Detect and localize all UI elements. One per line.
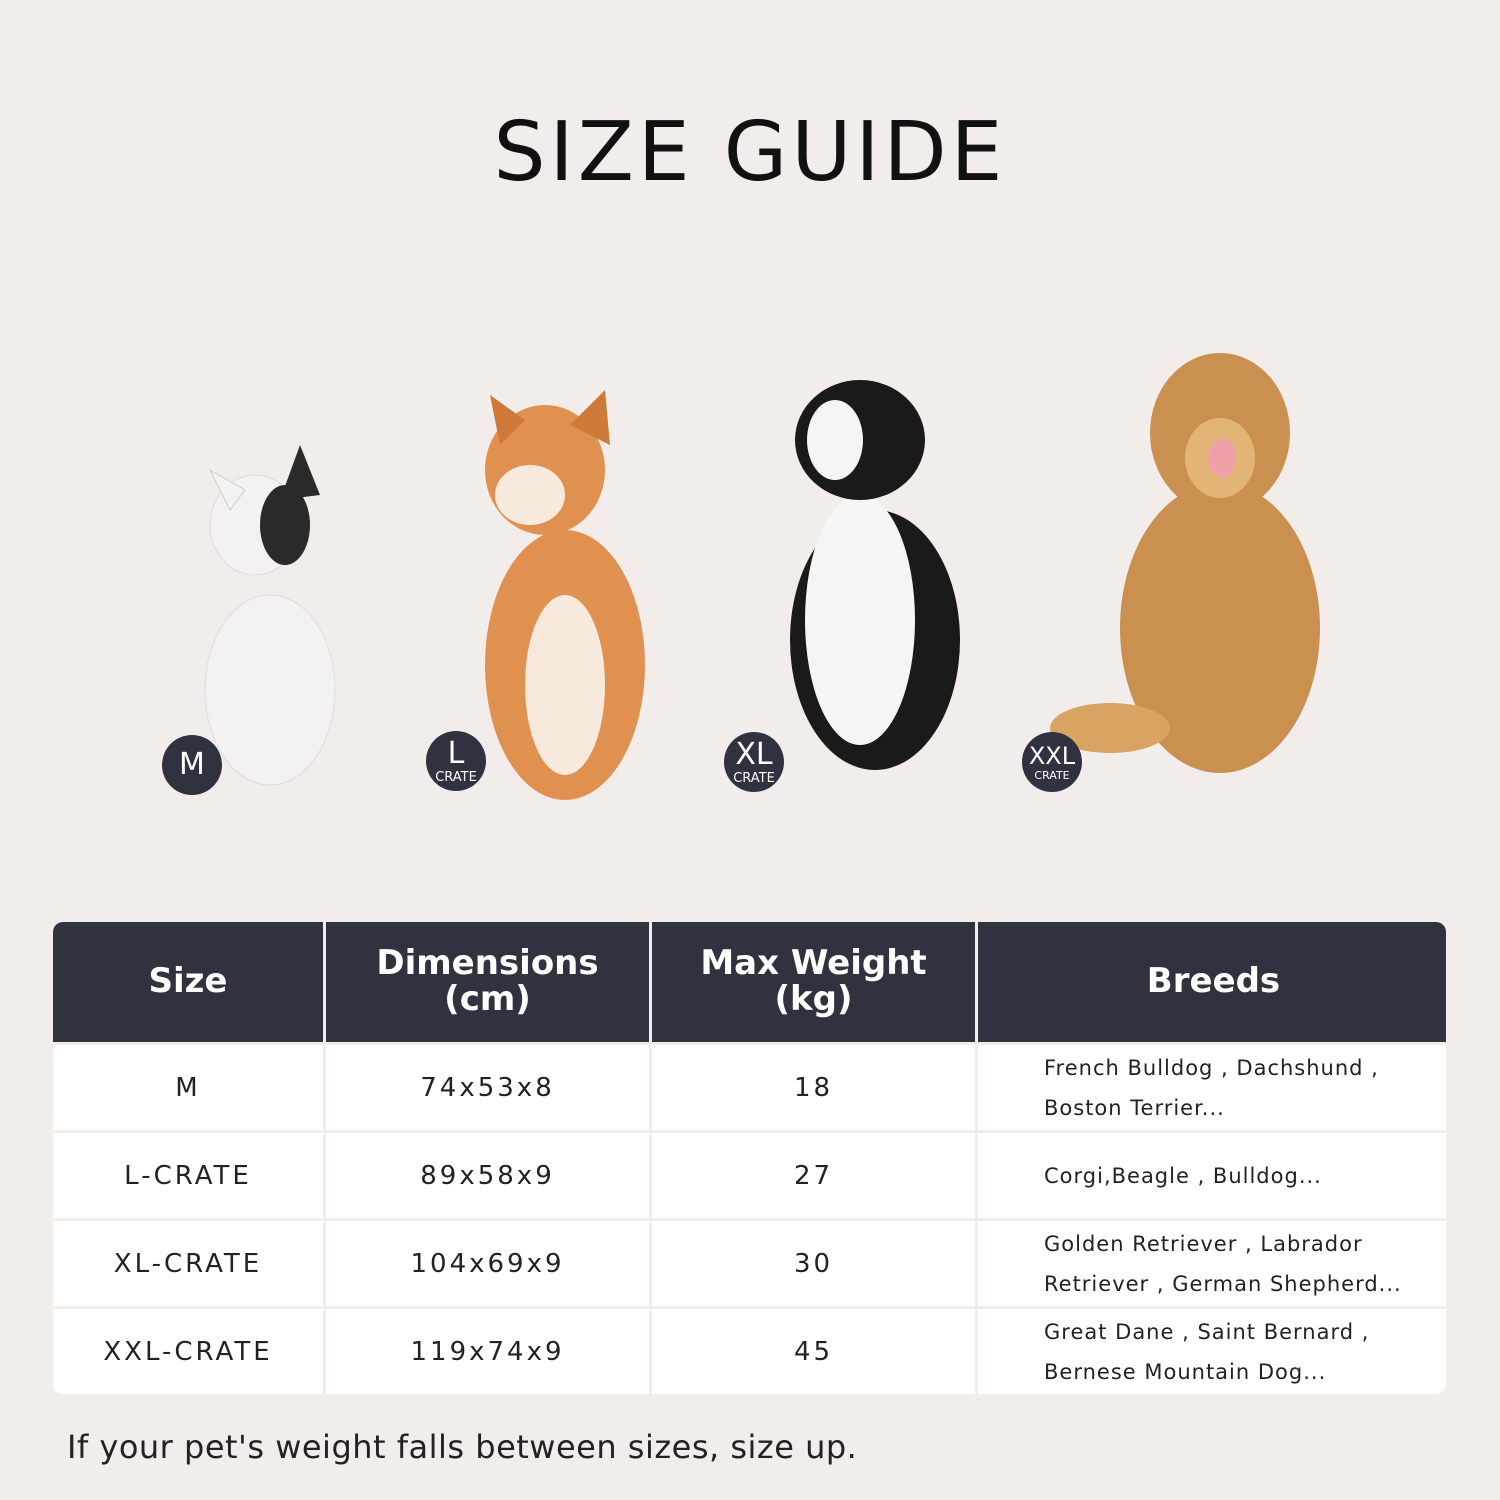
table-row: M 74x53x8 18 French Bulldog , Dachshund … [53,1045,1446,1130]
cell-weight: 30 [652,1221,975,1306]
cell-size: XL-CRATE [53,1221,323,1306]
badge-label: M [179,747,205,782]
badge-label: XXL [1028,741,1076,770]
header-breeds: Breeds [978,922,1446,1042]
page-title: SIZE GUIDE [493,105,1007,200]
cell-dimensions: 119x74x9 [326,1309,649,1394]
cell-breeds: Golden Retriever , Labrador Retriever , … [978,1221,1446,1306]
cell-breeds: French Bulldog , Dachshund , Boston Terr… [978,1045,1446,1130]
cell-dimensions: 104x69x9 [326,1221,649,1306]
header-dimensions: Dimensions (cm) [326,922,649,1042]
badge-sublabel: CRATE [1034,768,1070,782]
cell-weight: 18 [652,1045,975,1130]
size-badge-xl-crate: XL CRATE [724,732,784,792]
cell-size: XXL-CRATE [53,1309,323,1394]
badge-sublabel: CRATE [435,769,477,785]
size-badge-l-crate: L CRATE [426,731,486,791]
french-bulldog-image [204,445,336,786]
size-badge-xxl-crate: XXL CRATE [1022,732,1082,792]
cell-breeds: Corgi,Beagle , Bulldog... [978,1133,1446,1218]
table-header: Size Dimensions (cm) Max Weight (kg) Bre… [53,922,1446,1042]
cell-size: L-CRATE [53,1133,323,1218]
badge-sublabel: CRATE [733,770,775,786]
cell-weight: 45 [652,1309,975,1394]
header-weight: Max Weight (kg) [652,922,975,1042]
cell-weight: 27 [652,1133,975,1218]
table-row: XXL-CRATE 119x74x9 45 Great Dane , Saint… [53,1309,1446,1394]
header-size: Size [53,922,323,1042]
golden-retriever-image [1050,353,1320,773]
cell-size: M [53,1045,323,1130]
cell-breeds: Great Dane , Saint Bernard , Bernese Mou… [978,1309,1446,1394]
table-row: XL-CRATE 104x69x9 30 Golden Retriever , … [53,1221,1446,1306]
cell-dimensions: 89x58x9 [326,1133,649,1218]
badge-label: XL [735,736,773,772]
size-badge-m: M [162,735,222,795]
table-row: L-CRATE 89x58x9 27 Corgi,Beagle , Bulldo… [53,1133,1446,1218]
size-table: Size Dimensions (cm) Max Weight (kg) Bre… [53,922,1446,1394]
shiba-inu-image [485,390,645,800]
border-collie-image [790,380,960,770]
cell-dimensions: 74x53x8 [326,1045,649,1130]
badge-label: L [447,735,465,771]
sizing-note: If your pet's weight falls between sizes… [67,1428,858,1466]
